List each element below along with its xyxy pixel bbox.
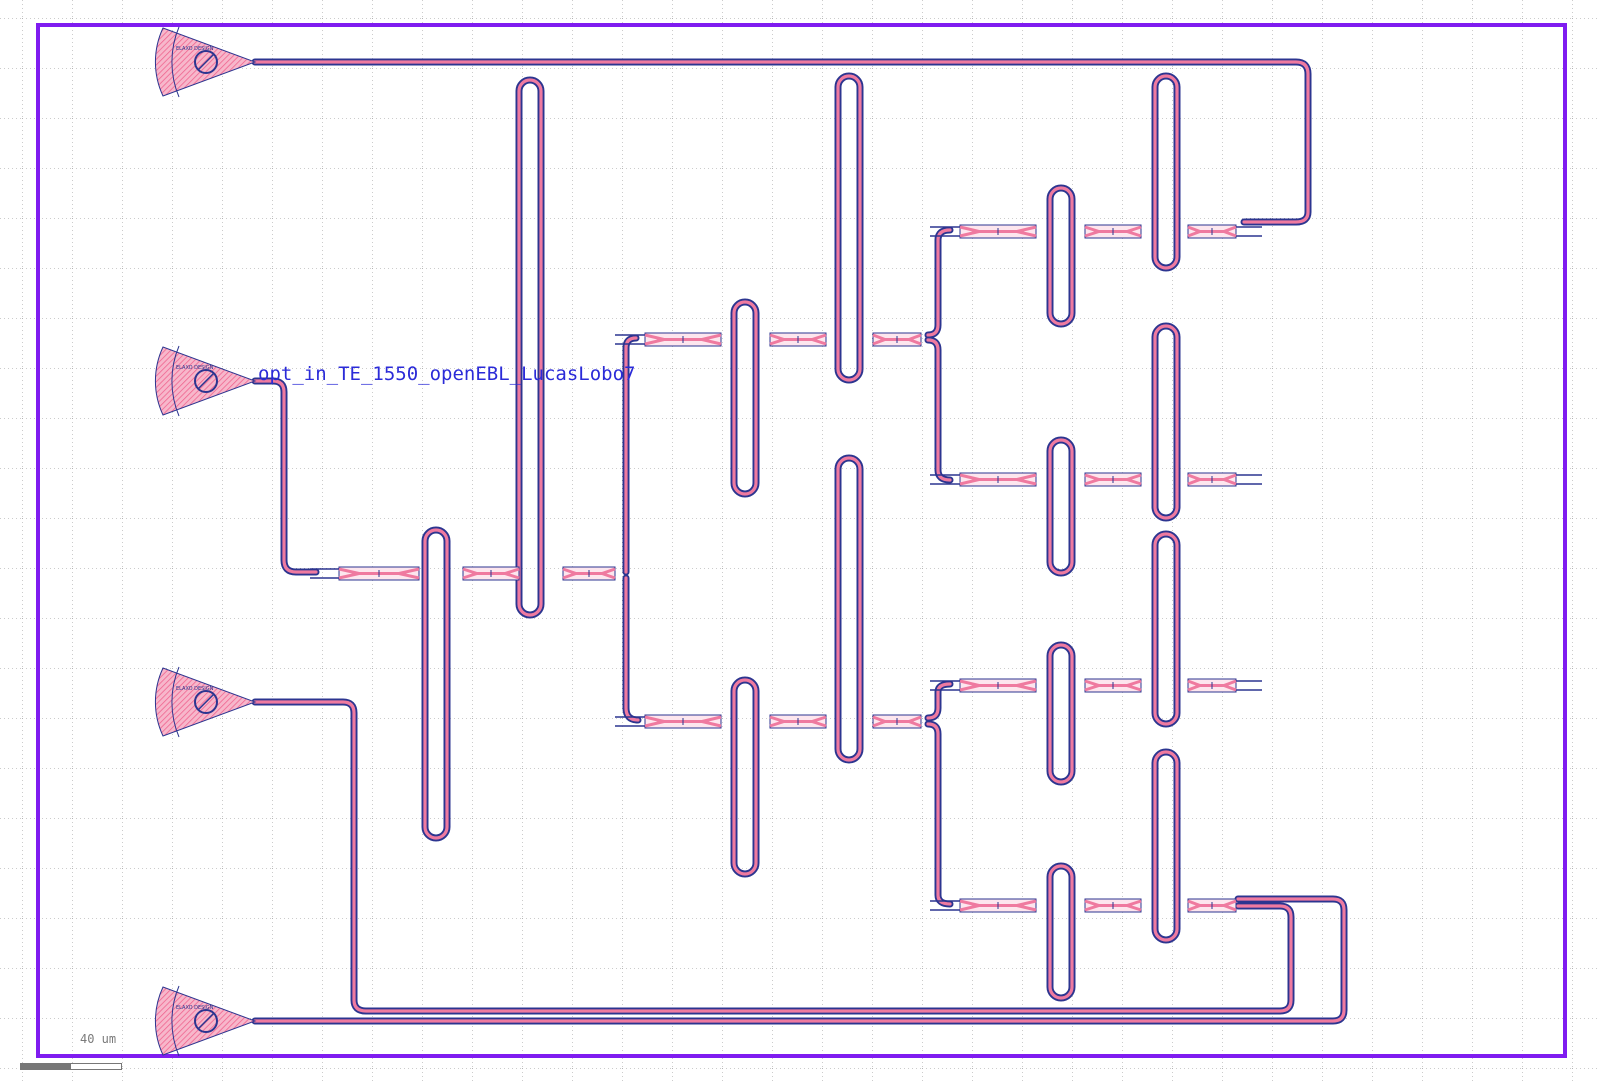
grating-coupler-icon[interactable]: ELAXO DESIGN: [154, 985, 257, 1057]
route-s1-up: [624, 336, 638, 574]
scale-bar: [20, 1063, 122, 1070]
grating-coupler-text: ELAXO DESIGN: [176, 46, 214, 52]
loop-1b: [423, 528, 449, 840]
grating-coupler-text: ELAXO DESIGN: [176, 365, 214, 371]
scale-bar-fill: [21, 1064, 71, 1069]
y-branch-icon: [1084, 678, 1142, 693]
y-branch-icon: [872, 714, 922, 729]
y-branch-icon: [562, 566, 616, 581]
y-branch-icon: [644, 332, 722, 347]
loop-2b: [732, 678, 758, 876]
route-s1-down: [624, 576, 640, 722]
y-branch-icon: [872, 332, 922, 347]
route-s2b-down: [926, 722, 952, 906]
route-top: [253, 60, 1310, 224]
loop-5b: [1153, 324, 1179, 520]
y-branch-icon: [338, 566, 420, 581]
loop-3a: [836, 74, 862, 382]
grating-coupler-icon[interactable]: ELAXO DESIGN: [154, 26, 257, 98]
y-branch-icon: [1084, 224, 1142, 239]
y-branch-layer: [338, 224, 1237, 913]
loop-5c: [1153, 532, 1179, 726]
y-branch-icon: [1187, 678, 1237, 693]
grating-coupler-icon[interactable]: ELAXO DESIGN: [154, 345, 257, 417]
loop-4a: [1048, 186, 1074, 326]
grating-coupler-icon[interactable]: ELAXO DESIGN: [154, 666, 257, 738]
y-branch-icon: [1187, 224, 1237, 239]
port-label[interactable]: opt_in_TE_1550_openEBL_LucasLobo7: [258, 363, 636, 385]
y-branch-icon: [959, 224, 1037, 239]
y-branch-icon: [769, 332, 827, 347]
route-s2a-down: [926, 338, 952, 482]
route-port2: [253, 379, 318, 574]
loop-2a: [732, 300, 758, 496]
route-port3: [253, 700, 1293, 1013]
grating-coupler-text: ELAXO DESIGN: [176, 686, 214, 692]
y-branch-icon: [769, 714, 827, 729]
loop-5a: [1153, 74, 1179, 270]
y-branch-icon: [1084, 898, 1142, 913]
y-branch-icon: [959, 472, 1037, 487]
route-s2a-up: [926, 228, 952, 337]
grating-coupler-text: ELAXO DESIGN: [176, 1005, 214, 1011]
loop-5d: [1153, 750, 1179, 942]
y-branch-icon: [959, 678, 1037, 693]
route-s2b-up: [926, 682, 952, 720]
y-branch-icon: [462, 566, 520, 581]
route-port4: [253, 897, 1346, 1023]
loop-4b: [1048, 438, 1074, 575]
loop-3b: [836, 456, 862, 762]
grating-coupler-layer: ELAXO DESIGN ELAXO DESIGN ELAXO DESIGN ELAX…: [154, 26, 257, 1057]
y-branch-icon: [1084, 472, 1142, 487]
loop-4d: [1048, 864, 1074, 1000]
waveguide-layer: [251, 58, 1348, 1025]
y-branch-icon: [1187, 472, 1237, 487]
loop-1a: [517, 78, 543, 617]
scale-label: 40 um: [80, 1032, 117, 1046]
y-branch-icon: [1187, 898, 1237, 913]
y-branch-icon: [644, 714, 722, 729]
loop-4c: [1048, 643, 1074, 784]
y-branch-icon: [959, 898, 1037, 913]
floorplan-border: [36, 23, 1567, 1058]
